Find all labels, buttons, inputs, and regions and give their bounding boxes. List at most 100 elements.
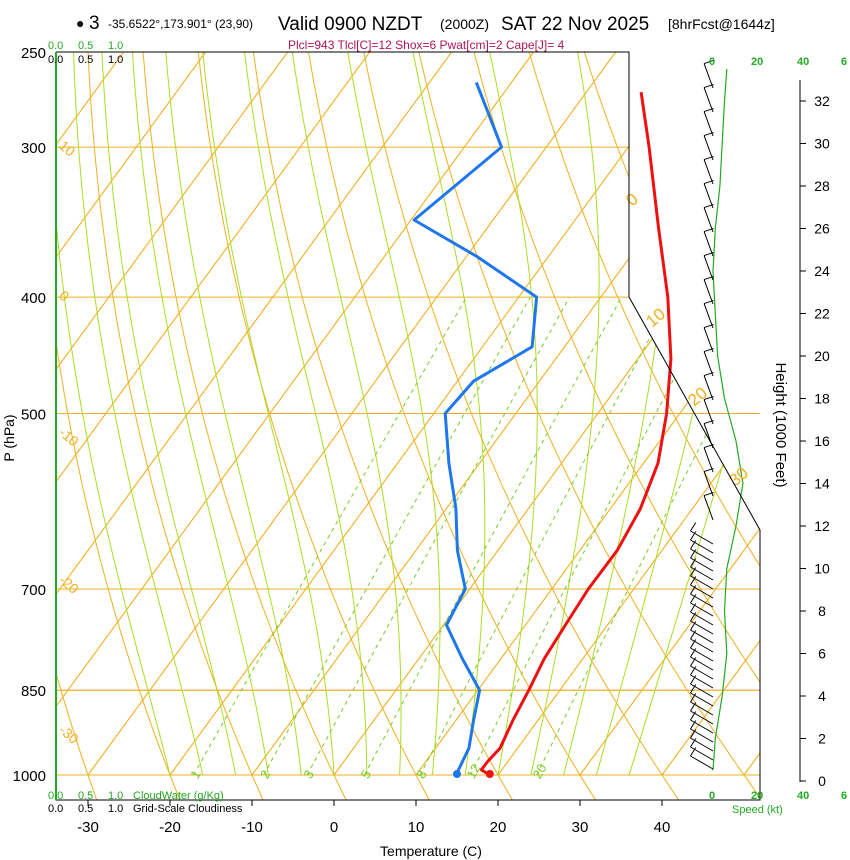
- forecast-info: [8hrFcst@1644z]: [668, 16, 775, 32]
- height-tick-label-20: 20: [814, 348, 830, 364]
- wind-barb-flag: [703, 203, 714, 209]
- wind-barb-flag: [690, 648, 697, 658]
- wind-barb-flag: [703, 59, 714, 65]
- temperature-profile-line: [479, 91, 673, 777]
- cw-bot-1: 0.5: [78, 790, 93, 802]
- wind-barb-flag: [690, 621, 697, 631]
- height-tick-label-28: 28: [814, 178, 830, 194]
- wind-barb-flag: [690, 675, 697, 685]
- x-tick-label--10: -10: [241, 819, 263, 836]
- wind-barb-staff: [703, 279, 714, 305]
- wind-barb-flag: [690, 666, 697, 676]
- speed-bot-20: 20: [751, 790, 763, 802]
- wind-barb-flag: [690, 594, 697, 604]
- x-tick-label-40: 40: [654, 819, 671, 836]
- dry-adiabat-10: [195, 52, 430, 800]
- isotherm-40: [661, 52, 760, 776]
- wind-barb-staff: [703, 471, 714, 497]
- mixing-ratio-line-3: [306, 296, 571, 776]
- cl-bot-0: 0.0: [48, 803, 63, 815]
- cw-top-1: 0.5: [78, 40, 93, 52]
- height-tick-label-26: 26: [814, 221, 830, 237]
- p-tick-label-500: 500: [21, 407, 46, 424]
- wind-barb-flag: [690, 612, 697, 622]
- wind-barb-staff: [703, 87, 714, 113]
- dry-adiabat-0: [141, 52, 347, 800]
- wind-barb-staff: [703, 447, 714, 473]
- p-tick-label-850: 850: [21, 683, 46, 700]
- moist-adiabat--8: [132, 52, 269, 776]
- wind-barb-staff: [703, 255, 714, 281]
- wind-barb-flag: [703, 347, 714, 353]
- speed-top-0: 0: [709, 56, 715, 68]
- cloudwater-scale-top: 0.0 0.5 1.0 0.0 0.5 1.0: [48, 40, 123, 66]
- speed-top-40: 40: [797, 56, 809, 68]
- moist-adiabat-16: [412, 52, 486, 776]
- wind-barb-flag: [690, 567, 697, 577]
- dewpoint-profile-line: [412, 81, 539, 776]
- height-tick-label-16: 16: [814, 433, 830, 449]
- wind-barb-staff: [703, 399, 714, 425]
- x-tick-label-10: 10: [408, 819, 425, 836]
- wind-barb-flag: [690, 522, 697, 532]
- wind-barb-staff: [703, 207, 714, 233]
- wind-barb-staff: [703, 135, 714, 161]
- x-tick-label-30: 30: [572, 819, 589, 836]
- height-tick-label-12: 12: [814, 518, 830, 534]
- isotherm-20: [497, 52, 760, 776]
- wind-barb-staff: [703, 183, 714, 209]
- wind-column: [690, 59, 744, 771]
- cw-top-2: 1.0: [108, 40, 123, 52]
- stability-indices: Plcl=943 Tlcl[C]=12 Shox=6 Pwat[cm]=2 Ca…: [288, 38, 565, 52]
- wind-barb-flag: [703, 323, 714, 329]
- cloudwater-label: CloudWater (g/Kg): [133, 790, 224, 802]
- dry-adiabat--10: [86, 52, 264, 800]
- isotherm-30: [579, 52, 760, 776]
- mixing-ratio-label-12: 12: [463, 761, 483, 781]
- valid-date: SAT 22 Nov 2025: [501, 14, 649, 35]
- wind-barb-flag: [703, 251, 714, 257]
- wind-barb-flag: [703, 467, 714, 473]
- height-tick-label-30: 30: [814, 136, 830, 152]
- isotherm-0: [333, 52, 760, 776]
- cl-top-0: 0.0: [48, 54, 63, 66]
- sounding-profiles: [412, 81, 673, 778]
- wind-barb-flag: [690, 576, 697, 586]
- p-tick-label-700: 700: [21, 582, 46, 599]
- wind-barb-flag: [703, 107, 714, 113]
- wind-barb-staff: [703, 231, 714, 257]
- speed-bot-6: 6: [841, 790, 847, 802]
- isotherm-10: [415, 52, 760, 776]
- cw-bot-2: 1.0: [108, 790, 123, 802]
- wind-barb-staff: [703, 351, 714, 377]
- p-tick-label-1000: 1000: [13, 768, 46, 785]
- mixing-ratio-line-1: [193, 296, 468, 776]
- wind-barb-flag: [703, 371, 714, 377]
- wind-barb-flag: [703, 179, 714, 185]
- mixing-ratio-line-8: [419, 296, 673, 776]
- cloudiness-label: Grid-Scale Cloudiness: [133, 803, 243, 815]
- isotherm--40: [56, 52, 549, 776]
- dewpoint-profile-surface-point: [453, 770, 461, 778]
- wind-barb-staff: [703, 111, 714, 137]
- isotherm--20: [169, 52, 713, 776]
- wind-barb-flag: [703, 83, 714, 89]
- x-axis-title: Temperature (C): [380, 843, 482, 859]
- wind-barb-flag: [690, 729, 697, 739]
- wind-barb-staff: [703, 375, 714, 401]
- wind-barb-flag: [690, 639, 697, 649]
- speed-label: Speed (kt): [732, 804, 783, 816]
- wind-barb-staff: [703, 63, 714, 89]
- p-tick-label-300: 300: [21, 140, 46, 157]
- moist-adiabat-20: [489, 52, 538, 776]
- y-axis-title: P (hPa): [1, 414, 17, 461]
- x-tick-label--20: -20: [159, 819, 181, 836]
- x-tick-label-0: 0: [330, 819, 338, 836]
- cw-top-0: 0.0: [48, 40, 63, 52]
- height-tick-label-4: 4: [818, 688, 826, 704]
- wind-barb-flag: [690, 702, 697, 712]
- mixing-ratio-label-20: 20: [529, 761, 549, 781]
- cl-top-2: 1.0: [108, 54, 123, 66]
- wind-barb-flag: [690, 738, 697, 748]
- moist-adiabat-36: [628, 52, 760, 776]
